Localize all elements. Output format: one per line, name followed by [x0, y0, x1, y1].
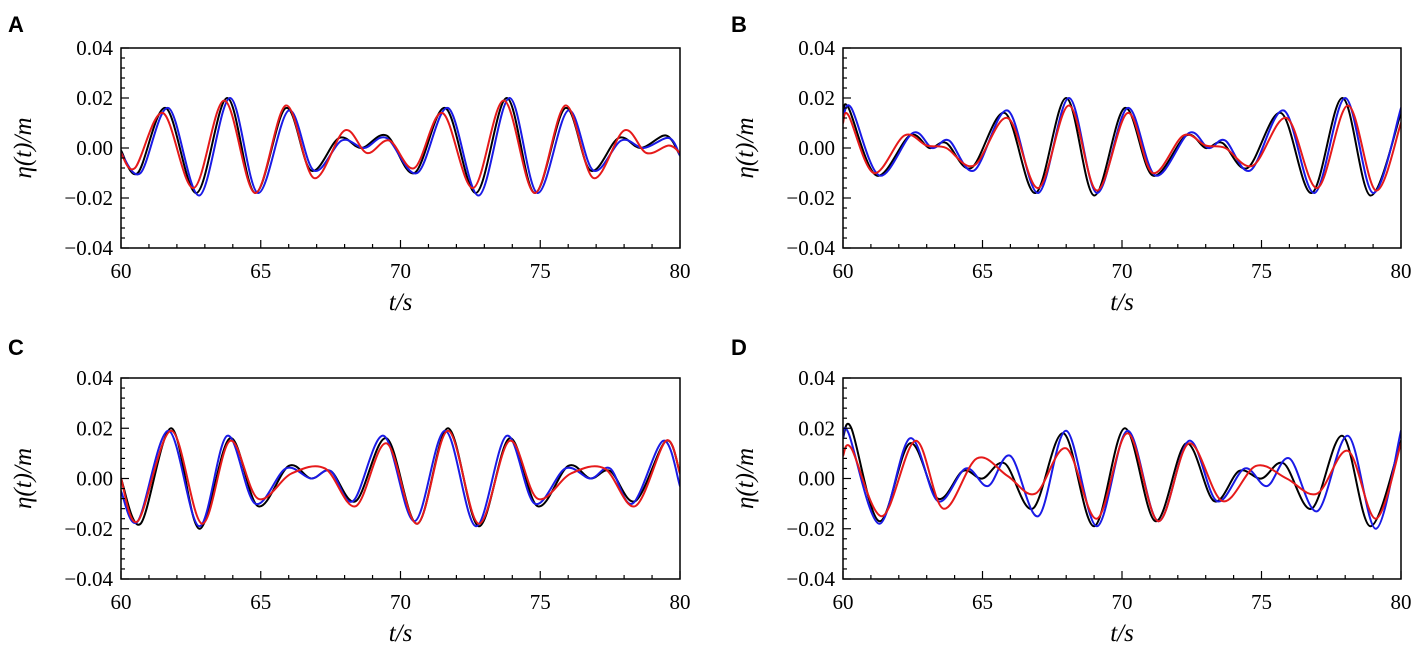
y-axis-title-c: η(t)/m	[10, 448, 37, 509]
series-line-red-a	[121, 99, 680, 195]
y-tick-label-a: 0.04	[76, 36, 113, 60]
series-line-red-c	[121, 429, 680, 525]
x-tick-label-a: 65	[250, 259, 271, 283]
series-group-a	[121, 96, 680, 197]
y-tick-label-d: 0.04	[798, 366, 835, 390]
x-tick-label-c: 80	[670, 590, 691, 614]
y-tick-label-a: 0.00	[76, 136, 113, 160]
panel-d: D 60 65 70 75 80 −0.04 −0.02 0.00 0.02 0.04 t/s η(t)…	[731, 335, 1412, 647]
x-tick-label-d: 60	[833, 590, 854, 614]
x-tick-label-c: 60	[111, 590, 132, 614]
panel-label-b: B	[731, 12, 747, 37]
y-tick-label-a: 0.02	[76, 86, 113, 110]
y-tick-label-c: 0.04	[76, 366, 113, 390]
x-axis-title-d: t/s	[1110, 620, 1134, 647]
y-tick-label-d: −0.04	[786, 567, 835, 591]
series-group-d	[843, 422, 1401, 530]
panel-label-d: D	[731, 335, 747, 360]
x-tick-label-d: 65	[972, 590, 993, 614]
x-tick-label-a: 70	[390, 259, 411, 283]
series-group-c	[121, 427, 680, 530]
x-tick-label-d: 75	[1251, 590, 1272, 614]
y-tick-label-c: −0.04	[64, 567, 113, 591]
x-axis-title-a: t/s	[389, 289, 413, 316]
y-tick-label-a: −0.02	[64, 186, 113, 210]
series-line-black-b	[843, 96, 1401, 197]
y-tick-label-d: 0.00	[798, 467, 835, 491]
y-tick-label-c: −0.02	[64, 517, 113, 541]
series-line-blue-a	[121, 96, 680, 197]
x-axis-title-c: t/s	[389, 620, 413, 647]
x-tick-label-a: 60	[111, 259, 132, 283]
series-line-red-d	[843, 432, 1401, 523]
x-tick-label-d: 80	[1391, 590, 1412, 614]
x-tick-label-a: 80	[670, 259, 691, 283]
y-tick-label-c: 0.02	[76, 416, 113, 440]
y-tick-label-a: −0.04	[64, 236, 113, 260]
y-tick-label-b: 0.02	[798, 86, 835, 110]
y-tick-label-d: 0.02	[798, 416, 835, 440]
panel-b: B 60 65 70 75 80 −0.04 −0.02 0.00 0.02 0.04 t/s η(t)…	[731, 12, 1412, 316]
x-tick-label-d: 70	[1112, 590, 1133, 614]
y-tick-label-b: −0.02	[786, 186, 835, 210]
x-tick-label-b: 65	[972, 259, 993, 283]
y-tick-label-d: −0.02	[786, 517, 835, 541]
panel-label-c: C	[8, 335, 24, 360]
x-axis-title-b: t/s	[1110, 289, 1134, 316]
x-tick-label-b: 60	[833, 259, 854, 283]
series-group-b	[843, 96, 1401, 197]
y-tick-label-b: 0.04	[798, 36, 835, 60]
panel-c: C 60 65 70 75 80 −0.04 −0.02 0.00 0.02 0.04 t/s η(t)…	[8, 335, 691, 647]
x-tick-label-b: 70	[1112, 259, 1133, 283]
y-axis-title-d: η(t)/m	[732, 448, 759, 509]
series-line-red-b	[843, 104, 1401, 192]
y-tick-label-b: 0.00	[798, 136, 835, 160]
y-tick-label-b: −0.04	[786, 236, 835, 260]
x-tick-label-b: 75	[1251, 259, 1272, 283]
panel-a: A 60 65 70 75 80 −0.04 −0.02 0.00 0.02 0.04 t/s η(t)…	[8, 12, 691, 316]
y-axis-title-b: η(t)/m	[732, 118, 759, 179]
plot-frame-a	[120, 47, 681, 249]
panel-label-a: A	[8, 12, 24, 37]
x-tick-label-c: 70	[390, 590, 411, 614]
y-axis-title-a: η(t)/m	[10, 118, 37, 179]
x-tick-label-b: 80	[1391, 259, 1412, 283]
series-line-blue-c	[121, 429, 680, 528]
x-tick-label-a: 75	[530, 259, 551, 283]
y-tick-label-c: 0.00	[76, 467, 113, 491]
x-tick-label-c: 65	[250, 590, 271, 614]
plot-frame-b	[842, 47, 1402, 249]
x-tick-label-c: 75	[530, 590, 551, 614]
